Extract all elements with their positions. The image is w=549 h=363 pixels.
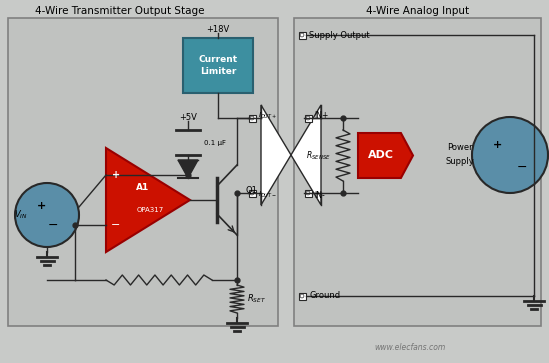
Text: OPA317: OPA317 [136,207,164,213]
Text: 4-Wire Transmitter Output Stage: 4-Wire Transmitter Output Stage [35,6,205,16]
Text: www.elecfans.com: www.elecfans.com [374,343,446,352]
Polygon shape [291,105,321,205]
Text: −: − [48,219,58,232]
Bar [183,38,253,93]
Polygon shape [358,133,413,178]
Circle shape [250,116,254,120]
Text: +: + [112,170,120,180]
Text: $V_{IN}$: $V_{IN}$ [14,209,28,221]
Text: +: + [36,201,46,211]
Bar [305,189,311,196]
Bar [249,114,255,122]
Text: +5V: +5V [179,114,197,122]
Circle shape [472,117,548,193]
Text: IN+: IN+ [314,111,328,121]
Text: −: − [111,220,121,230]
Text: IN-: IN- [314,191,325,200]
Bar [299,32,305,38]
Polygon shape [261,105,291,205]
Polygon shape [106,148,190,252]
Text: 4-Wire Analog Input: 4-Wire Analog Input [366,6,469,16]
Text: Supply: Supply [446,156,474,166]
Text: +: + [494,140,503,150]
Text: Supply Output: Supply Output [309,30,369,40]
Bar [299,293,305,299]
Text: ADC: ADC [368,151,394,160]
Circle shape [250,191,254,195]
Bar [8,18,278,326]
Text: Ground: Ground [309,291,340,301]
Polygon shape [178,160,198,178]
Text: Q1: Q1 [245,185,257,195]
Text: $I_{OUT+}$: $I_{OUT+}$ [258,111,277,121]
Circle shape [300,33,304,37]
Text: −: − [517,160,527,174]
Text: $R_{SENSE}$: $R_{SENSE}$ [306,149,331,162]
Text: $I_{OUT-}$: $I_{OUT-}$ [258,190,277,200]
Bar [249,189,255,196]
Circle shape [306,116,310,120]
Bar [305,114,311,122]
Bar [294,18,541,326]
Text: 0.1 µF: 0.1 µF [204,139,226,146]
Text: +18V: +18V [206,25,229,34]
Text: A1: A1 [136,184,150,192]
Circle shape [15,183,79,247]
Text: Power: Power [447,143,473,151]
Text: Current
Limiter: Current Limiter [198,55,238,76]
Circle shape [300,294,304,298]
Circle shape [306,191,310,195]
Text: $R_{SET}$: $R_{SET}$ [247,293,266,305]
